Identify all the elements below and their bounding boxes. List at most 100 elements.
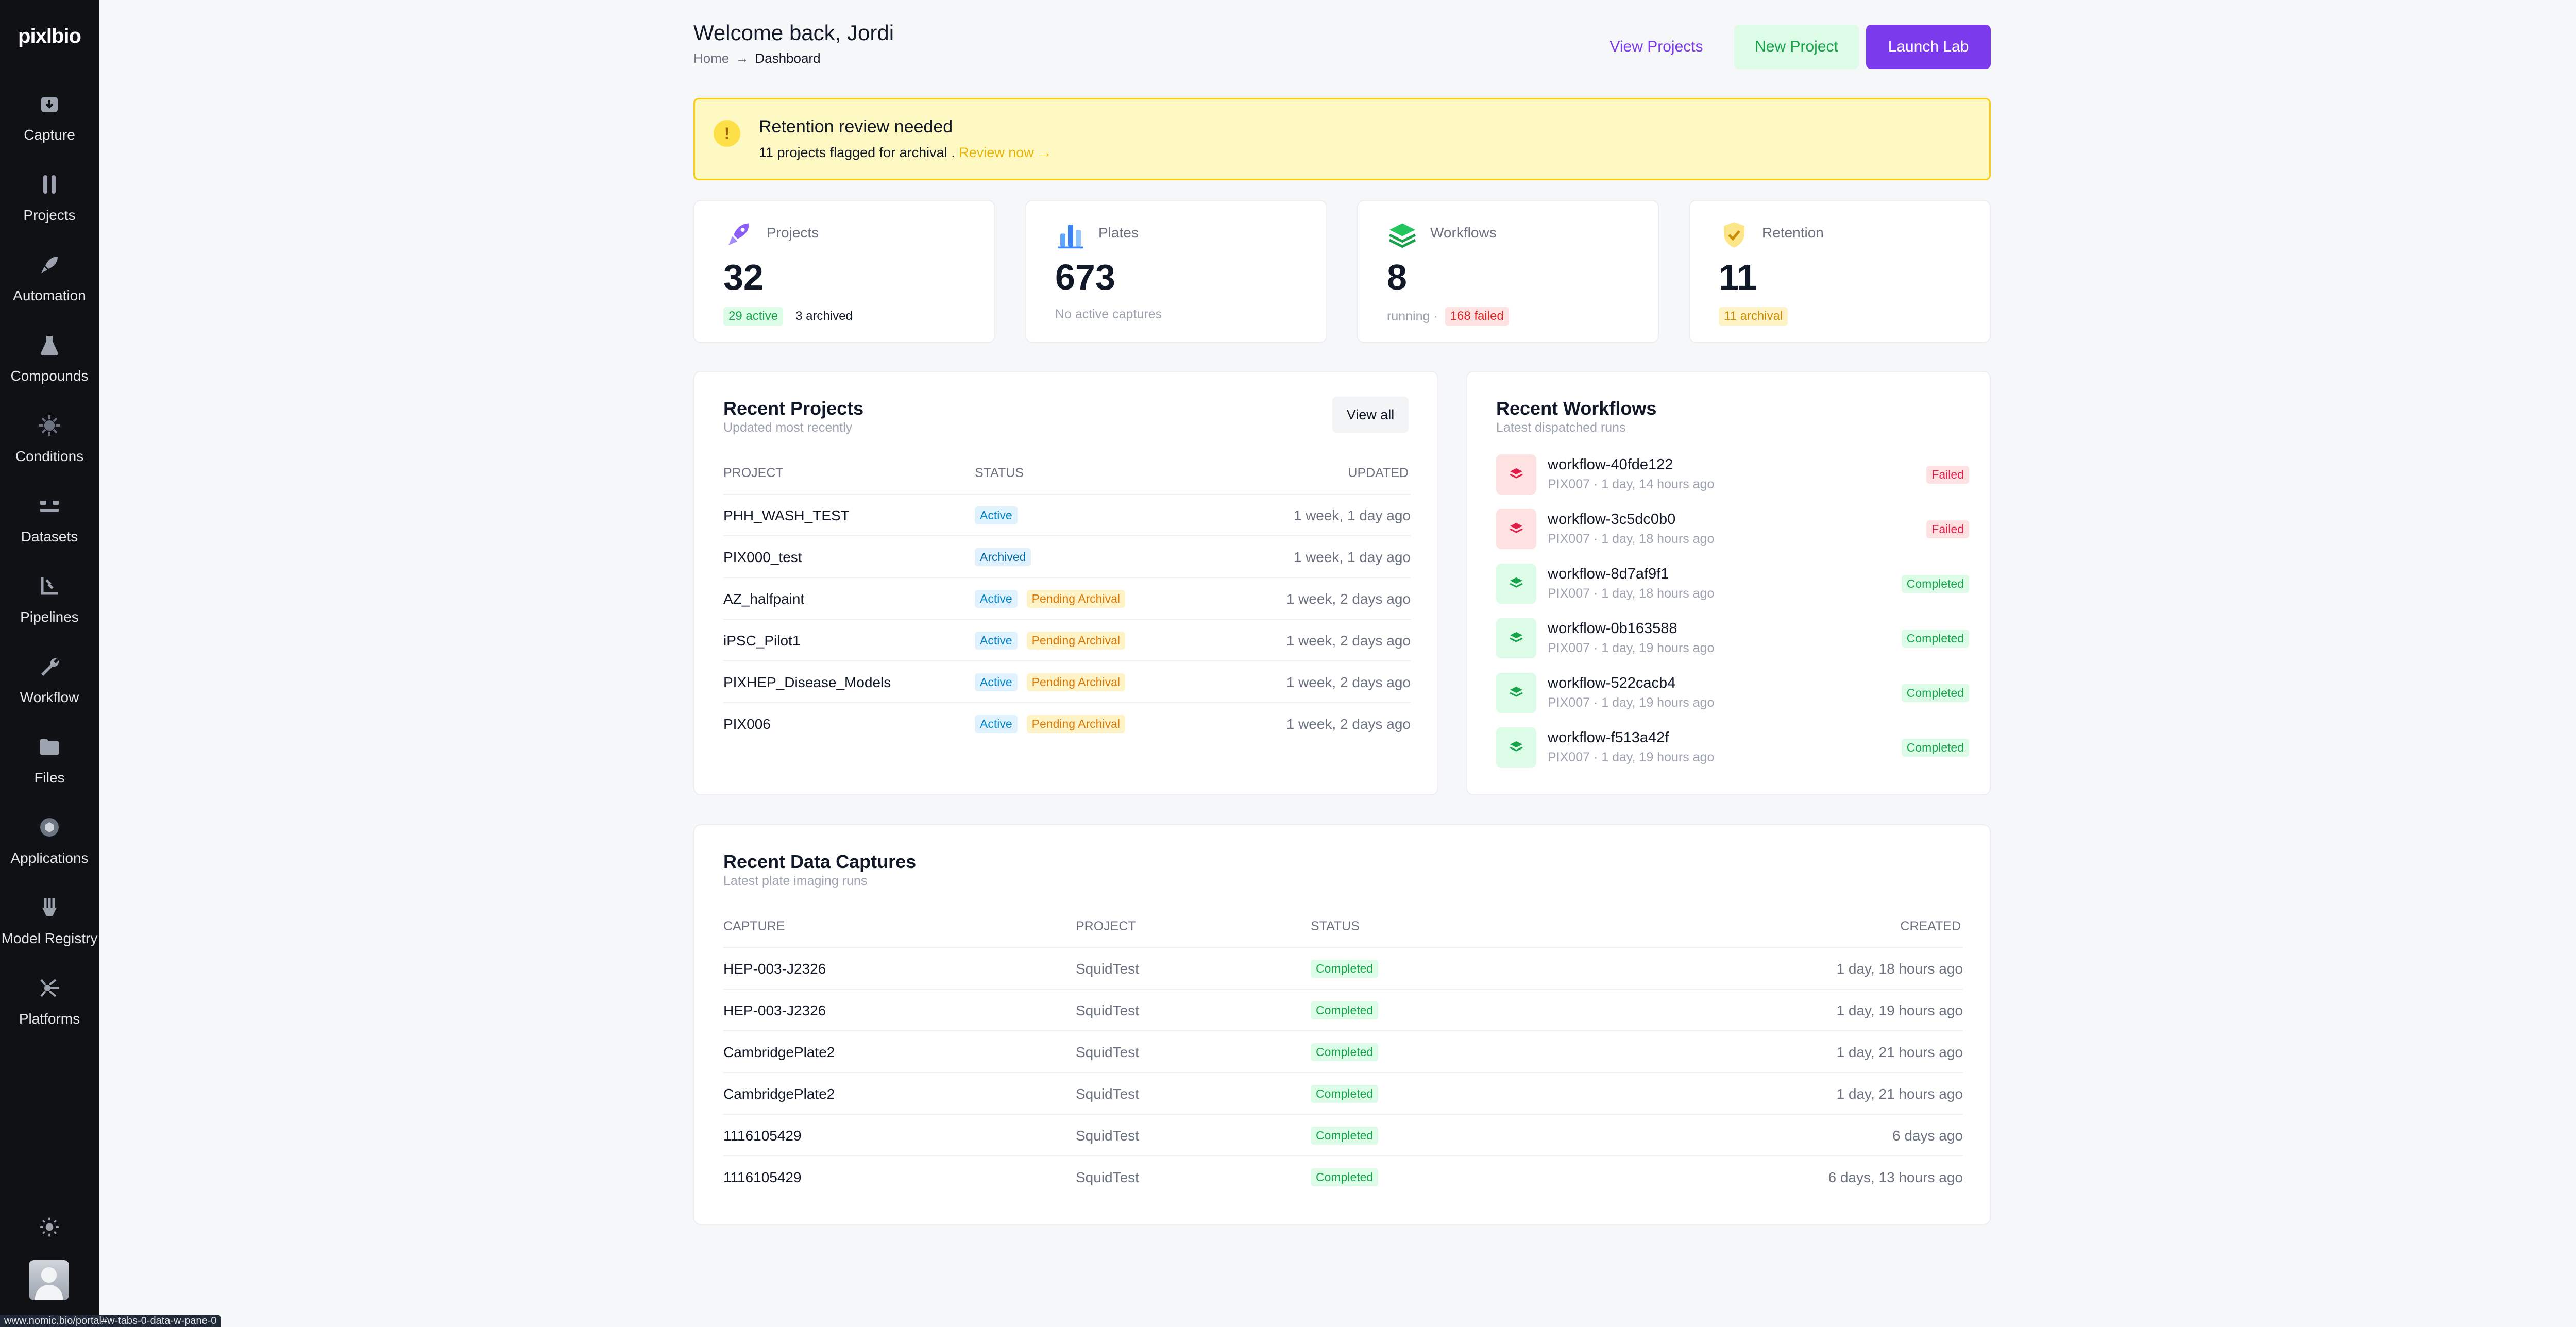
sidebar-item-label: Pipelines — [20, 609, 79, 625]
avatar[interactable] — [29, 1260, 69, 1300]
sidebar-item-pipelines[interactable]: Pipelines — [0, 573, 99, 645]
launch-lab-button[interactable]: Launch Lab — [1866, 25, 1991, 69]
workflow-item[interactable]: workflow-f513a42f PIX007 · 1 day, 19 hou… — [1496, 727, 1969, 782]
created-time: 6 days ago — [1892, 1127, 1963, 1144]
applications-icon — [36, 814, 63, 841]
warning-icon: ! — [714, 120, 740, 147]
sidebar-item-label: Conditions — [15, 448, 84, 464]
column-header-capture: Capture — [723, 919, 785, 933]
stat-label: Plates — [1098, 225, 1139, 241]
workflow-name: workflow-f513a42f — [1548, 729, 1669, 746]
table-row[interactable]: iPSC_Pilot1 Active Pending Archival 1 we… — [723, 619, 1411, 660]
stat-card-projects[interactable]: Projects 32 29 active 3 archived — [693, 200, 995, 343]
sidebar-item-automation[interactable]: Automation — [0, 251, 99, 324]
new-project-button[interactable]: New Project — [1734, 25, 1859, 69]
folder-icon — [36, 734, 63, 760]
capture-name[interactable]: HEP-003-J2326 — [723, 1002, 826, 1018]
sidebar-item-platforms[interactable]: Platforms — [0, 975, 99, 1047]
status-badge: Completed — [1311, 1168, 1379, 1186]
table-row[interactable]: PIX006 Active Pending Archival 1 week, 2… — [723, 702, 1411, 744]
projects-icon — [36, 171, 63, 198]
shield-check-icon — [1724, 222, 1744, 248]
status-badge: Completed — [1311, 960, 1379, 978]
app-logo[interactable]: pixlbio — [18, 25, 81, 47]
recent-workflows-panel: Recent Workflows Latest dispatched runs … — [1466, 371, 1991, 795]
capture-project: SquidTest — [1076, 1002, 1139, 1018]
status-badge: Completed — [1311, 1001, 1379, 1019]
stat-card-workflows[interactable]: Workflows 8 running · 168 failed — [1357, 200, 1659, 343]
table-row[interactable]: AZ_halfpaint Active Pending Archival 1 w… — [723, 577, 1411, 619]
stat-label: Workflows — [1430, 225, 1497, 241]
capture-name[interactable]: 1116105429 — [723, 1127, 802, 1144]
table-row[interactable]: PIX000_test Archived 1 week, 1 day ago — [723, 535, 1411, 577]
project-name[interactable]: PIXHEP_Disease_Models — [723, 674, 891, 690]
workflow-layers-icon — [1496, 454, 1536, 495]
stat-card-plates[interactable]: Plates 673 No active captures — [1025, 200, 1327, 343]
sidebar-item-capture[interactable]: Capture — [0, 91, 99, 163]
workflow-layers-icon — [1496, 673, 1536, 713]
project-name[interactable]: PIX000_test — [723, 549, 802, 565]
workflow-layers-icon — [1496, 564, 1536, 604]
sidebar-item-model-registry[interactable]: Model Registry — [0, 894, 99, 966]
sidebar-item-workflow[interactable]: Workflow — [0, 653, 99, 725]
status-badge: Failed — [1926, 466, 1969, 484]
sidebar-item-datasets[interactable]: Datasets — [0, 492, 99, 565]
workflow-meta: PIX007 · 1 day, 18 hours ago — [1548, 532, 1715, 546]
workflow-item[interactable]: workflow-3c5dc0b0 PIX007 · 1 day, 18 hou… — [1496, 509, 1969, 564]
sidebar-item-label: Capture — [24, 127, 75, 143]
table-row[interactable]: CambridgePlate2 SquidTest Completed 1 da… — [723, 1030, 1963, 1072]
capture-name[interactable]: CambridgePlate2 — [723, 1044, 835, 1060]
sidebar: pixlbio Capture Projects Automation Comp… — [0, 0, 99, 1327]
table-row[interactable]: HEP-003-J2326 SquidTest Completed 1 day,… — [723, 947, 1963, 989]
stat-sub: 29 active 3 archived — [723, 307, 858, 326]
sidebar-item-compounds[interactable]: Compounds — [0, 332, 99, 404]
failed-count-badge: 168 failed — [1445, 307, 1509, 326]
recent-captures-panel: Recent Data Captures Latest plate imagin… — [693, 824, 1991, 1225]
theme-toggle-sun-icon[interactable] — [38, 1216, 61, 1238]
status-badge: Active — [975, 673, 1018, 691]
workflow-item[interactable]: workflow-522cacb4 PIX007 · 1 day, 19 hou… — [1496, 673, 1969, 727]
retention-alert: ! Retention review needed 11 projects fl… — [693, 98, 1991, 180]
status-cell: Active Pending Archival — [975, 703, 1134, 745]
updated-time: 1 week, 2 days ago — [1286, 716, 1411, 732]
archival-count-badge: 11 archival — [1719, 307, 1788, 326]
table-row[interactable]: PHH_WASH_TEST Active 1 week, 1 day ago — [723, 494, 1411, 535]
project-name[interactable]: PHH_WASH_TEST — [723, 507, 850, 523]
table-row[interactable]: CambridgePlate2 SquidTest Completed 1 da… — [723, 1072, 1963, 1114]
view-all-button[interactable]: View all — [1332, 397, 1409, 433]
capture-name[interactable]: HEP-003-J2326 — [723, 960, 826, 977]
alert-text: 11 projects flagged for archival . Revie… — [759, 145, 1052, 161]
workflow-item[interactable]: workflow-8d7af9f1 PIX007 · 1 day, 18 hou… — [1496, 564, 1969, 618]
sidebar-item-applications[interactable]: Applications — [0, 814, 99, 886]
status-badge: Active — [975, 715, 1018, 733]
status-badge: Completed — [1901, 575, 1969, 593]
sidebar-item-label: Projects — [23, 207, 76, 223]
view-projects-button[interactable]: View Projects — [1609, 38, 1703, 55]
stat-card-retention[interactable]: Retention 11 11 archival — [1689, 200, 1991, 343]
panel-title: Recent Data Captures — [723, 851, 917, 872]
capture-name[interactable]: 1116105429 — [723, 1169, 802, 1185]
project-name[interactable]: PIX006 — [723, 716, 771, 732]
capture-name[interactable]: CambridgePlate2 — [723, 1085, 835, 1102]
review-now-link[interactable]: Review now → — [959, 145, 1052, 160]
sidebar-item-conditions[interactable]: Conditions — [0, 412, 99, 484]
pending-archival-badge: Pending Archival — [1026, 673, 1125, 691]
project-name[interactable]: iPSC_Pilot1 — [723, 632, 801, 649]
workflow-item[interactable]: workflow-40fde122 PIX007 · 1 day, 14 hou… — [1496, 454, 1969, 509]
datasets-icon — [36, 492, 63, 519]
panel-subtitle: Updated most recently — [723, 420, 853, 435]
capture-project: SquidTest — [1076, 1085, 1139, 1102]
status-badge: Completed — [1901, 630, 1969, 648]
breadcrumb-home[interactable]: Home — [693, 50, 730, 66]
project-name[interactable]: AZ_halfpaint — [723, 590, 805, 607]
sidebar-item-label: Compounds — [10, 368, 89, 384]
workflow-item[interactable]: workflow-0b163588 PIX007 · 1 day, 19 hou… — [1496, 618, 1969, 673]
table-row[interactable]: HEP-003-J2326 SquidTest Completed 1 day,… — [723, 989, 1963, 1030]
table-row[interactable]: PIXHEP_Disease_Models Active Pending Arc… — [723, 660, 1411, 702]
table-row[interactable]: 1116105429 SquidTest Completed 6 days ag… — [723, 1114, 1963, 1155]
sidebar-item-label: Workflow — [20, 689, 79, 705]
sidebar-item-projects[interactable]: Projects — [0, 171, 99, 243]
table-row[interactable]: 1116105429 SquidTest Completed 6 days, 1… — [723, 1155, 1963, 1197]
sidebar-item-files[interactable]: Files — [0, 734, 99, 806]
status-badge: Active — [975, 632, 1018, 650]
